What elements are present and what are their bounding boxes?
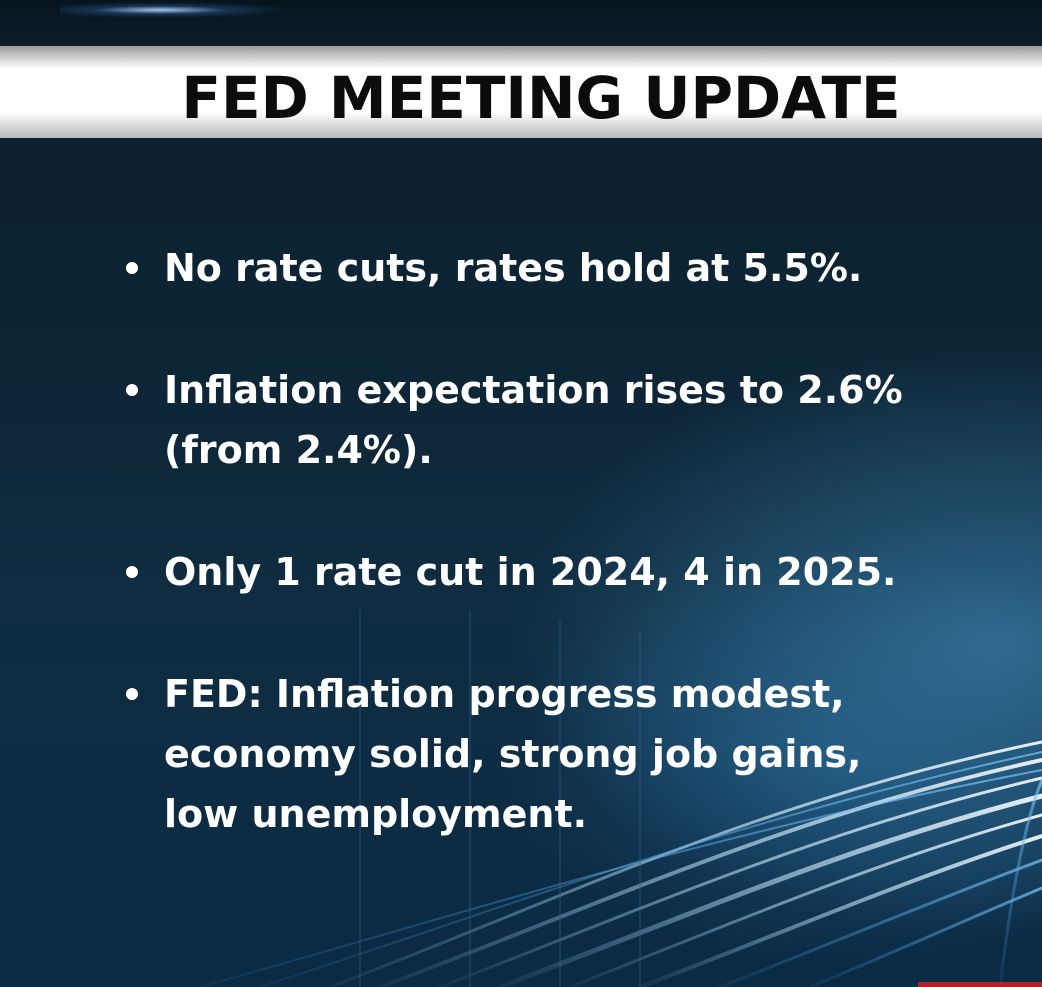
list-item-text: Inflation expectation rises to 2.6% (fro… xyxy=(164,368,903,472)
list-item-text: No rate cuts, rates hold at 5.5%. xyxy=(164,246,863,290)
bullet-icon xyxy=(126,688,138,700)
bullet-icon xyxy=(126,262,138,274)
bullet-icon xyxy=(126,384,138,396)
list-item-text: Only 1 rate cut in 2024, 4 in 2025. xyxy=(164,550,897,594)
bullet-icon xyxy=(126,566,138,578)
list-item: Inflation expectation rises to 2.6% (fro… xyxy=(120,360,940,480)
light-glow xyxy=(60,2,320,18)
page-title: FED MEETING UPDATE xyxy=(181,64,901,132)
list-item: FED: Inflation progress modest, economy … xyxy=(120,664,940,844)
list-item-text: FED: Inflation progress modest, economy … xyxy=(164,672,862,836)
accent-bar xyxy=(918,982,1042,987)
list-item: No rate cuts, rates hold at 5.5%. xyxy=(120,238,940,298)
top-image-strip xyxy=(0,0,1042,46)
bullet-list: No rate cuts, rates hold at 5.5%. Inflat… xyxy=(120,238,940,906)
title-banner: FED MEETING UPDATE xyxy=(0,46,1042,138)
list-item: Only 1 rate cut in 2024, 4 in 2025. xyxy=(120,542,940,602)
